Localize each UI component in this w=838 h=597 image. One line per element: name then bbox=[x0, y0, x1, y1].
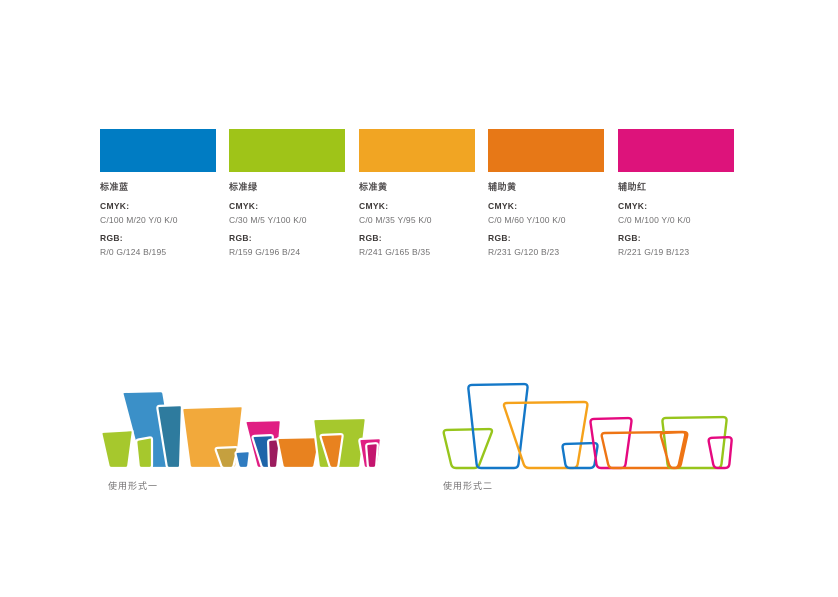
outline-orange-cup bbox=[659, 430, 689, 470]
rgb-value: R/241 G/165 B/35 bbox=[359, 247, 431, 257]
rgb-value: R/221 G/19 B/123 bbox=[618, 247, 690, 257]
color-swatch-auxiliary-red bbox=[618, 129, 734, 172]
rgb-label: RGB: bbox=[359, 233, 382, 243]
trapezoid-blue-small bbox=[234, 450, 251, 470]
rgb-value: R/0 G/124 B/195 bbox=[100, 247, 167, 257]
outline-green-wide bbox=[661, 415, 728, 470]
cmyk-value: C/0 M/100 Y/0 K/0 bbox=[618, 215, 691, 225]
swatch-name: 标准蓝 bbox=[100, 182, 129, 192]
outline-blue-tall bbox=[467, 382, 529, 470]
usage-form-2-caption: 使用形式二 bbox=[443, 481, 494, 491]
strip-darkmagenta-overlap bbox=[267, 438, 281, 470]
palette-column-standard-blue: 标准蓝 CMYK: C/100 M/20 Y/0 K/0 RGB: R/0 G/… bbox=[100, 129, 216, 257]
swatch-name: 标准黄 bbox=[359, 182, 388, 192]
color-swatch-auxiliary-yellow bbox=[488, 129, 604, 172]
trapezoid-green-small-2 bbox=[135, 436, 154, 470]
cmyk-value: C/30 M/5 Y/100 K/0 bbox=[229, 215, 307, 225]
logo-usage-form-1-filled bbox=[100, 390, 382, 470]
rgb-value: R/159 G/196 B/24 bbox=[229, 247, 301, 257]
cmyk-value: C/0 M/60 Y/100 K/0 bbox=[488, 215, 566, 225]
usage-form-1-caption: 使用形式一 bbox=[108, 481, 159, 491]
rgb-label: RGB: bbox=[100, 233, 123, 243]
outline-magenta-small bbox=[707, 435, 733, 470]
cmyk-label: CMYK: bbox=[359, 201, 389, 211]
logo-usage-form-2-outline bbox=[442, 382, 733, 470]
trapezoid-orange-wide bbox=[276, 436, 321, 470]
swatch-name: 标准绿 bbox=[229, 182, 258, 192]
palette-column-auxiliary-yellow: 辅助黄 CMYK: C/0 M/60 Y/100 K/0 RGB: R/231 … bbox=[488, 129, 604, 257]
cmyk-label: CMYK: bbox=[100, 201, 130, 211]
trapezoid-green-small-1 bbox=[100, 429, 134, 470]
palette-column-standard-green: 标准绿 CMYK: C/30 M/5 Y/100 K/0 RGB: R/159 … bbox=[229, 129, 345, 257]
cmyk-label: CMYK: bbox=[488, 201, 518, 211]
palette-column-standard-yellow: 标准黄 CMYK: C/0 M/35 Y/95 K/0 RGB: R/241 G… bbox=[359, 129, 475, 257]
cmyk-label: CMYK: bbox=[618, 201, 648, 211]
cmyk-label: CMYK: bbox=[229, 201, 259, 211]
cmyk-value: C/0 M/35 Y/95 K/0 bbox=[359, 215, 432, 225]
trapezoid-teal-inner bbox=[156, 404, 183, 470]
outline-yellow-tall bbox=[502, 400, 589, 470]
trapezoid-magenta-shade bbox=[365, 442, 379, 470]
rgb-label: RGB: bbox=[229, 233, 252, 243]
swatch-name: 辅助黄 bbox=[488, 182, 517, 192]
rgb-label: RGB: bbox=[618, 233, 641, 243]
outline-green-left bbox=[442, 427, 494, 470]
cmyk-value: C/100 M/20 Y/0 K/0 bbox=[100, 215, 178, 225]
swatch-name: 辅助红 bbox=[618, 182, 647, 192]
outline-blue-small bbox=[561, 441, 599, 470]
color-swatch-standard-green bbox=[229, 129, 345, 172]
color-swatch-standard-yellow bbox=[359, 129, 475, 172]
rgb-value: R/231 G/120 B/23 bbox=[488, 247, 560, 257]
outline-magenta-mid bbox=[589, 416, 633, 470]
outline-orange-wide bbox=[600, 430, 687, 470]
rgb-label: RGB: bbox=[488, 233, 511, 243]
trapezoid-olive-overlap bbox=[214, 446, 239, 470]
triangle-orange-overlap bbox=[319, 433, 344, 470]
palette-column-auxiliary-red: 辅助红 CMYK: C/0 M/100 Y/0 K/0 RGB: R/221 G… bbox=[618, 129, 734, 257]
color-swatch-standard-blue bbox=[100, 129, 216, 172]
